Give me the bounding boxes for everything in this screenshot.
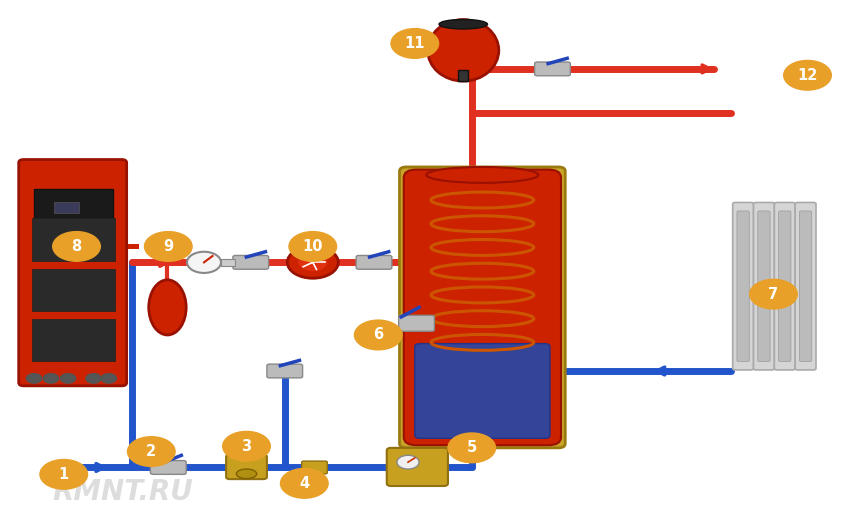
Circle shape bbox=[101, 374, 116, 383]
FancyBboxPatch shape bbox=[233, 255, 269, 269]
Text: 3: 3 bbox=[241, 439, 252, 454]
Circle shape bbox=[750, 279, 797, 309]
Circle shape bbox=[26, 374, 42, 383]
Ellipse shape bbox=[428, 20, 499, 81]
FancyBboxPatch shape bbox=[226, 455, 267, 479]
Ellipse shape bbox=[236, 469, 257, 479]
Text: 8: 8 bbox=[71, 239, 82, 254]
Text: 7: 7 bbox=[768, 287, 779, 302]
Text: 6: 6 bbox=[373, 328, 383, 342]
Circle shape bbox=[40, 460, 88, 489]
Circle shape bbox=[287, 246, 338, 278]
Circle shape bbox=[86, 374, 101, 383]
Circle shape bbox=[53, 232, 100, 261]
Circle shape bbox=[144, 232, 192, 261]
Text: 9: 9 bbox=[163, 239, 173, 254]
FancyBboxPatch shape bbox=[400, 167, 565, 448]
Circle shape bbox=[784, 60, 831, 90]
Bar bbox=[32, 319, 115, 361]
Text: 5: 5 bbox=[467, 440, 477, 455]
FancyBboxPatch shape bbox=[774, 202, 795, 370]
Circle shape bbox=[448, 433, 496, 463]
Text: 12: 12 bbox=[797, 68, 818, 83]
Circle shape bbox=[391, 29, 439, 58]
Circle shape bbox=[298, 253, 328, 272]
FancyBboxPatch shape bbox=[150, 461, 186, 474]
FancyBboxPatch shape bbox=[267, 364, 303, 378]
Circle shape bbox=[223, 431, 270, 461]
Bar bbox=[54, 202, 79, 213]
Text: 11: 11 bbox=[405, 36, 425, 51]
FancyBboxPatch shape bbox=[757, 211, 770, 361]
Text: RMNT.RU: RMNT.RU bbox=[53, 478, 194, 506]
FancyBboxPatch shape bbox=[404, 170, 561, 445]
Bar bbox=[221, 259, 235, 266]
FancyBboxPatch shape bbox=[737, 211, 750, 361]
Ellipse shape bbox=[439, 20, 488, 29]
Text: 4: 4 bbox=[299, 476, 309, 491]
Circle shape bbox=[43, 374, 59, 383]
FancyBboxPatch shape bbox=[779, 211, 790, 361]
FancyBboxPatch shape bbox=[356, 255, 392, 269]
FancyBboxPatch shape bbox=[733, 202, 753, 370]
Circle shape bbox=[187, 252, 221, 273]
Circle shape bbox=[289, 232, 337, 261]
FancyBboxPatch shape bbox=[387, 448, 448, 486]
FancyBboxPatch shape bbox=[535, 62, 570, 76]
Bar bbox=[34, 189, 113, 224]
Bar bbox=[120, 244, 139, 249]
FancyBboxPatch shape bbox=[415, 343, 550, 438]
Circle shape bbox=[280, 469, 328, 498]
Ellipse shape bbox=[149, 280, 186, 335]
Circle shape bbox=[354, 320, 402, 350]
Bar bbox=[32, 218, 115, 261]
FancyBboxPatch shape bbox=[302, 461, 327, 474]
Circle shape bbox=[128, 437, 175, 466]
Text: 10: 10 bbox=[303, 239, 323, 254]
Circle shape bbox=[60, 374, 76, 383]
Ellipse shape bbox=[427, 167, 538, 183]
Bar bbox=[458, 70, 468, 81]
FancyBboxPatch shape bbox=[799, 211, 812, 361]
FancyBboxPatch shape bbox=[399, 315, 434, 331]
Circle shape bbox=[397, 455, 419, 469]
FancyBboxPatch shape bbox=[795, 202, 816, 370]
FancyBboxPatch shape bbox=[753, 202, 774, 370]
Text: 1: 1 bbox=[59, 467, 69, 482]
FancyBboxPatch shape bbox=[19, 160, 127, 386]
Bar bbox=[32, 269, 115, 311]
Text: 2: 2 bbox=[146, 444, 156, 459]
